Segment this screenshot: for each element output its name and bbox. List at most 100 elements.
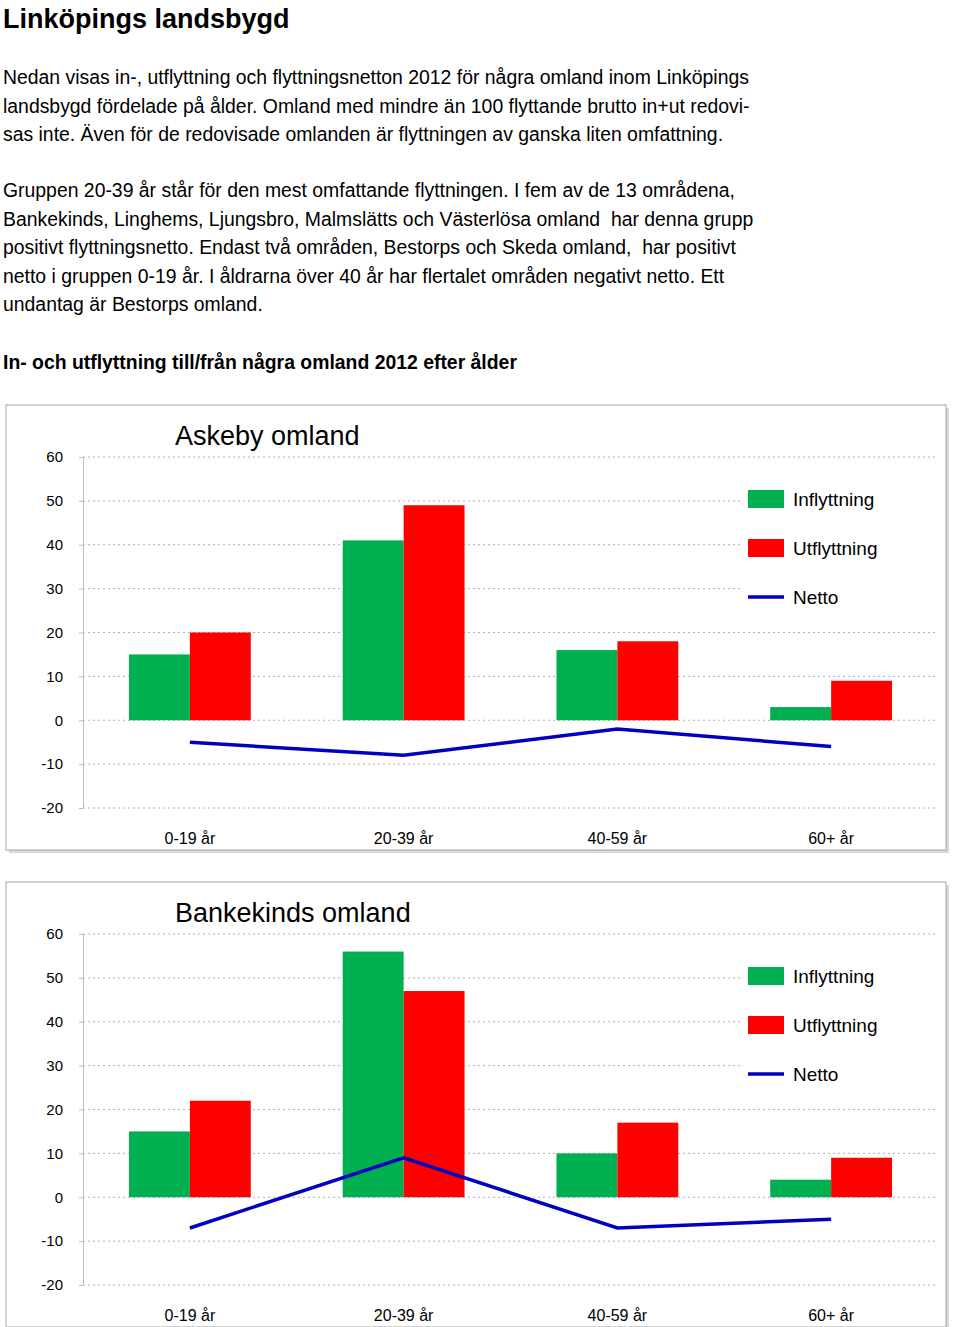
x-tick: 20-39 år bbox=[374, 830, 434, 847]
x-tick-label: 20-39 år bbox=[374, 830, 434, 847]
bar bbox=[617, 1123, 678, 1198]
bar bbox=[190, 1101, 251, 1198]
x-tick: 60+ år bbox=[808, 830, 854, 847]
y-tick-label: 10 bbox=[46, 1145, 63, 1162]
bar bbox=[770, 1180, 831, 1198]
legend-label: Netto bbox=[793, 1064, 838, 1085]
x-tick-label: 60+ år bbox=[808, 1307, 854, 1324]
y-tick-mark bbox=[79, 1153, 83, 1154]
y-tick: 60 bbox=[46, 925, 83, 942]
legend-label: Utflyttning bbox=[793, 538, 877, 559]
y-tick-mark bbox=[79, 764, 83, 765]
y-tick: -20 bbox=[41, 799, 83, 816]
y-tick: 50 bbox=[46, 969, 83, 986]
bar bbox=[129, 1131, 190, 1197]
y-tick-label: 60 bbox=[46, 448, 63, 465]
y-tick-label: -10 bbox=[41, 755, 63, 772]
y-tick-mark bbox=[79, 457, 83, 458]
page: Linköpings landsbygdNedan visas in-, utf… bbox=[0, 0, 960, 1327]
y-tick-mark bbox=[79, 1066, 83, 1067]
y-tick: 0 bbox=[55, 1189, 83, 1206]
grid-line bbox=[83, 1241, 938, 1242]
legend-background bbox=[743, 954, 938, 1094]
y-tick-label: 20 bbox=[46, 1101, 63, 1118]
y-tick-mark bbox=[79, 1022, 83, 1023]
y-tick-mark bbox=[79, 589, 83, 590]
legend-label: Inflyttning bbox=[793, 966, 874, 987]
y-tick-label: 50 bbox=[46, 969, 63, 986]
line bbox=[190, 729, 831, 755]
x-tick-label: 40-59 år bbox=[588, 830, 648, 847]
grid-line bbox=[83, 1285, 938, 1286]
grid bbox=[83, 457, 938, 808]
y-tick-mark bbox=[79, 978, 83, 979]
bar bbox=[129, 654, 190, 720]
y-tick-label: 20 bbox=[46, 624, 63, 641]
y-tick-mark bbox=[79, 676, 83, 677]
x-tick-label: 0-19 år bbox=[165, 1307, 216, 1324]
y-tick-mark bbox=[79, 1197, 83, 1198]
y-tick-label: 0 bbox=[55, 1189, 63, 1206]
bar bbox=[617, 641, 678, 720]
y-tick-label: 40 bbox=[46, 1013, 63, 1030]
y-tick-label: 10 bbox=[46, 668, 63, 685]
y-tick-label: 0 bbox=[55, 712, 63, 729]
y-tick: 0 bbox=[55, 712, 83, 729]
line bbox=[190, 1158, 831, 1228]
y-axis-line bbox=[79, 458, 84, 809]
y-axis-line bbox=[79, 935, 84, 1286]
y-tick-mark bbox=[79, 1241, 83, 1242]
legend: Inflyttning Utflyttning Netto bbox=[743, 954, 938, 1094]
x-tick: 60+ år bbox=[808, 1307, 854, 1324]
grid-line bbox=[83, 457, 938, 458]
y-tick: 40 bbox=[46, 536, 83, 553]
y-tick-label: 40 bbox=[46, 536, 63, 553]
y-tick-label: 50 bbox=[46, 492, 63, 509]
y-tick: 10 bbox=[46, 668, 83, 685]
legend-swatch bbox=[748, 1016, 784, 1034]
grid bbox=[83, 934, 938, 1285]
x-tick: 40-59 år bbox=[588, 830, 648, 847]
paragraph-line: Bankekinds, Linghems, Ljungsbro, Malmslä… bbox=[3, 208, 753, 230]
x-tick-label: 0-19 år bbox=[165, 830, 216, 847]
y-tick: 60 bbox=[46, 448, 83, 465]
paragraph-line: netto i gruppen 0-19 år. I åldrarna över… bbox=[3, 265, 725, 287]
x-tick-label: 60+ år bbox=[808, 830, 854, 847]
bar bbox=[770, 707, 831, 720]
bar bbox=[831, 1158, 892, 1197]
y-tick: 30 bbox=[46, 580, 83, 597]
chart: -20-1001020304050600-19 år20-39 år40-59 … bbox=[6, 882, 949, 1327]
grid-line bbox=[83, 808, 938, 809]
x-tick: 20-39 år bbox=[374, 1307, 434, 1324]
bar bbox=[343, 540, 404, 720]
legend-swatch bbox=[748, 539, 784, 557]
chart-title: Bankekinds omland bbox=[175, 898, 411, 928]
bar bbox=[556, 1153, 617, 1197]
bar bbox=[404, 505, 465, 720]
y-tick-mark bbox=[79, 720, 83, 721]
x-axis: 0-19 år 20-39 år 40-59 år 60+ år bbox=[165, 1307, 855, 1324]
legend-label: Utflyttning bbox=[793, 1015, 877, 1036]
bar bbox=[190, 633, 251, 721]
y-tick-mark bbox=[79, 934, 83, 935]
paragraph-line: Nedan visas in-, utflyttning och flyttni… bbox=[3, 66, 749, 88]
x-tick-label: 40-59 år bbox=[588, 1307, 648, 1324]
legend-swatch bbox=[748, 595, 784, 599]
x-axis: 0-19 år 20-39 år 40-59 år 60+ år bbox=[165, 830, 855, 847]
y-tick-mark bbox=[79, 808, 83, 809]
x-tick-label: 20-39 år bbox=[374, 1307, 434, 1324]
y-axis: -20-100102030405060 bbox=[41, 925, 83, 1293]
x-tick: 0-19 år bbox=[165, 830, 216, 847]
y-tick: 20 bbox=[46, 624, 83, 641]
y-tick-label: -20 bbox=[41, 1276, 63, 1293]
chart-frame bbox=[6, 882, 946, 1327]
y-tick-label: -10 bbox=[41, 1232, 63, 1249]
y-tick-label: 60 bbox=[46, 925, 63, 942]
y-tick-mark bbox=[79, 633, 83, 634]
paragraph-line: undantag är Bestorps omland. bbox=[3, 293, 263, 315]
x-tick: 0-19 år bbox=[165, 1307, 216, 1324]
y-tick: 10 bbox=[46, 1145, 83, 1162]
y-tick: 20 bbox=[46, 1101, 83, 1118]
paragraph-line: landsbygd fördelade på ålder. Omland med… bbox=[3, 95, 749, 117]
marks bbox=[129, 505, 892, 755]
